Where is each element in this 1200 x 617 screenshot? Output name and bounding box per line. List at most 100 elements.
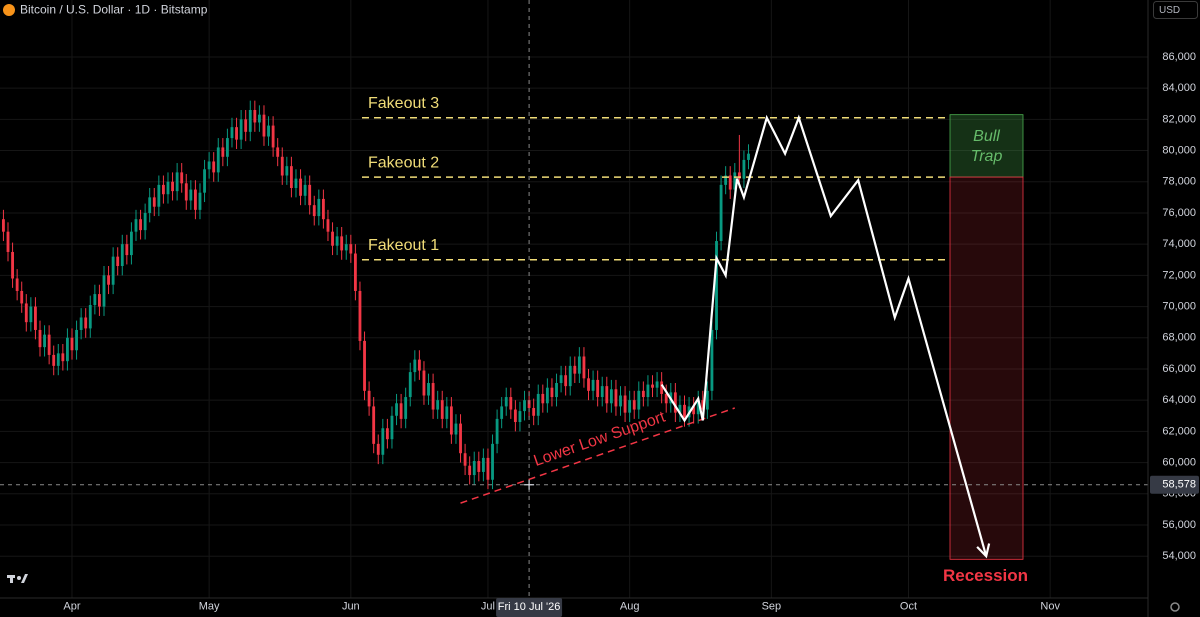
- candle-body: [573, 365, 577, 374]
- tv-logo: [7, 574, 28, 583]
- currency-label[interactable]: USD: [1159, 5, 1180, 16]
- candle-body: [171, 181, 174, 192]
- bull-trap-label: Trap: [971, 148, 1003, 165]
- candle-body: [628, 400, 632, 413]
- y-tick-label: 70,000: [1162, 300, 1196, 312]
- y-tick-label: 76,000: [1162, 207, 1196, 219]
- crosshair-price-box: [1150, 475, 1199, 494]
- candle-body: [518, 411, 522, 423]
- candle-body: [175, 172, 179, 192]
- candle-body: [440, 400, 444, 419]
- axes: 54,00056,00058,00060,00062,00064,00066,0…: [63, 51, 1199, 617]
- candle-body: [66, 337, 69, 362]
- candle-body: [372, 406, 376, 444]
- candle-body: [683, 404, 686, 418]
- crosshair-center: [524, 479, 535, 490]
- candle-body: [500, 406, 504, 419]
- candle-body: [203, 169, 206, 193]
- candle-body: [349, 244, 353, 254]
- candle-body: [513, 409, 517, 423]
- candle-body: [651, 384, 654, 388]
- candle-body: [660, 381, 664, 394]
- candle-body: [207, 161, 211, 170]
- candle-body: [2, 219, 5, 232]
- x-tick-label: Aug: [620, 600, 640, 612]
- candle-body: [189, 189, 193, 201]
- y-tick-label: 56,000: [1162, 519, 1196, 531]
- candle-body: [340, 236, 344, 251]
- candle-body: [737, 172, 741, 179]
- candle-body: [545, 387, 549, 404]
- bull-trap-zone: [949, 114, 1024, 178]
- candle-body: [477, 461, 481, 472]
- symbol-icon: [3, 4, 15, 16]
- candle-body: [225, 138, 229, 157]
- candle-body: [449, 406, 453, 435]
- x-tick-label: May: [199, 600, 220, 612]
- currency-button[interactable]: [1153, 1, 1198, 19]
- candle-body: [331, 231, 334, 246]
- y-tick-label: 62,000: [1162, 425, 1196, 437]
- candle-body: [148, 197, 152, 213]
- candle-body: [216, 147, 220, 173]
- candle-body: [445, 406, 449, 419]
- candle-body: [436, 400, 440, 410]
- y-tick-label: 66,000: [1162, 363, 1196, 375]
- candle-body: [221, 147, 225, 157]
- crosshair-date-box: [496, 598, 563, 617]
- candle-body: [34, 306, 37, 330]
- candle-body: [550, 387, 554, 398]
- candle-body: [710, 329, 714, 391]
- candle-body: [486, 457, 490, 480]
- candle-body: [399, 403, 403, 419]
- candle-body: [747, 153, 750, 160]
- candle-body: [271, 125, 275, 148]
- candle-body: [605, 386, 609, 404]
- candle-body: [390, 415, 394, 440]
- crosshair-date-label: Fri 10 Jul '26: [498, 601, 561, 613]
- candle-body: [692, 406, 696, 415]
- candle-body: [193, 189, 197, 210]
- candle-body: [107, 275, 110, 285]
- candle-body: [11, 251, 14, 279]
- candle-body: [184, 183, 188, 201]
- candle-body: [678, 404, 682, 413]
- candle-body: [596, 379, 600, 398]
- candle-body: [289, 166, 293, 188]
- candle-body: [61, 353, 65, 362]
- candle-body: [358, 290, 362, 341]
- level-label: Fakeout 1: [368, 237, 439, 254]
- candle-body: [230, 127, 234, 139]
- candle-body: [244, 119, 248, 132]
- candle-body: [285, 166, 289, 176]
- candle-body: [134, 219, 138, 232]
- recession-label: Recession: [943, 566, 1028, 585]
- x-tick-label: Nov: [1040, 600, 1060, 612]
- candle-body: [93, 294, 97, 306]
- y-tick-label: 84,000: [1162, 82, 1196, 94]
- candle-body: [637, 390, 641, 410]
- candle-body: [317, 198, 321, 217]
- candle-body: [564, 375, 568, 387]
- candle-body: [79, 317, 83, 330]
- x-tick-label: Jul: [481, 600, 495, 612]
- candle-body: [129, 231, 133, 256]
- candle-body: [527, 400, 531, 408]
- candle-body: [632, 400, 636, 410]
- candle-body: [404, 397, 408, 419]
- candle-body: [88, 305, 92, 329]
- candle-body: [413, 359, 417, 373]
- candle-body: [143, 212, 147, 231]
- grid: [0, 0, 1148, 598]
- y-tick-label: 54,000: [1162, 550, 1196, 562]
- candle-body: [673, 392, 677, 413]
- projection-arrowhead: [976, 543, 991, 559]
- settings-icon[interactable]: [1170, 602, 1180, 612]
- candle-body: [555, 383, 558, 398]
- level-label: Fakeout 2: [368, 154, 439, 171]
- candle-body: [15, 278, 19, 291]
- x-tick-label: Apr: [63, 600, 80, 612]
- candle-body: [491, 443, 494, 480]
- candle-body: [623, 395, 627, 413]
